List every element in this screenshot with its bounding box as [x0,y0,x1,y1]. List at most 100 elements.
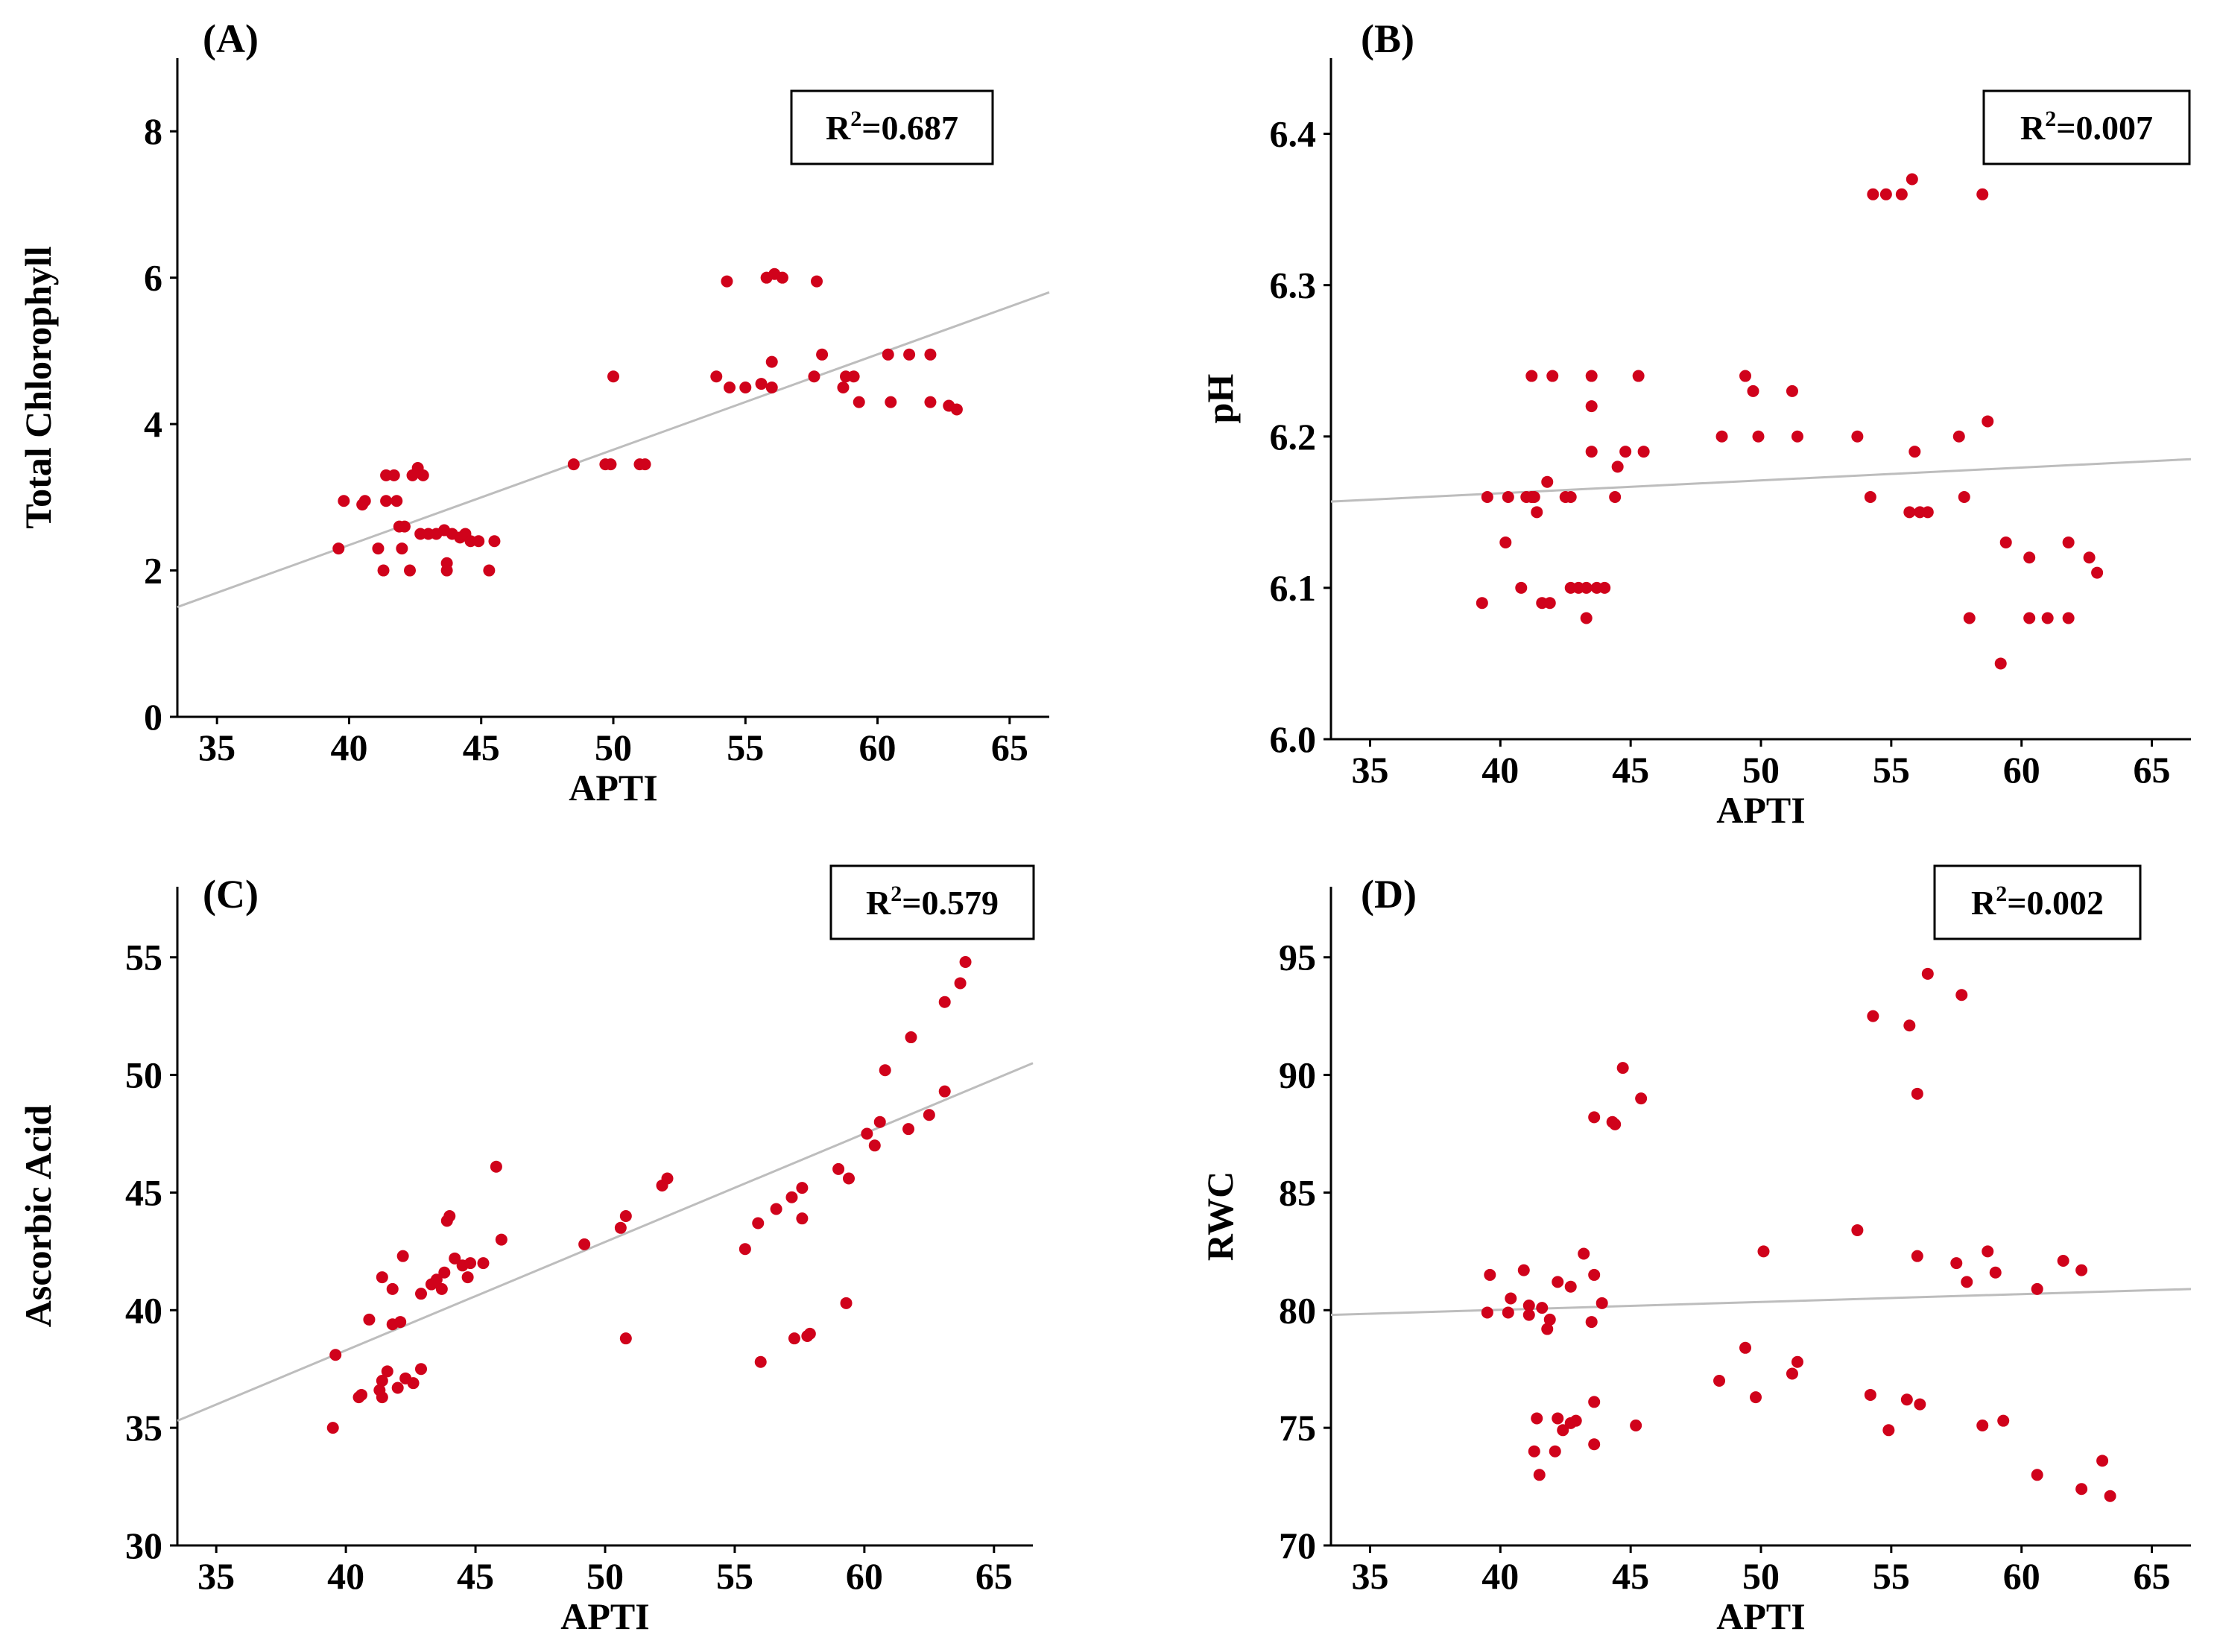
r2-box [829,864,1035,940]
data-point [396,542,408,555]
data-point [404,564,416,577]
data-point [1982,1245,1994,1258]
data-point [1533,1469,1546,1481]
y-tick-label: 75 [1279,1407,1316,1449]
data-point [724,382,736,393]
data-point [415,1288,428,1300]
y-tick-label: 70 [1279,1525,1316,1566]
x-tick-label: 35 [1351,1555,1388,1597]
data-point [1921,506,1934,519]
data-point [443,1210,456,1222]
data-point [1588,1111,1601,1124]
data-point [1752,430,1765,443]
panel-label: (C) [203,872,259,917]
data-point [1609,491,1622,504]
data-point [440,564,453,577]
data-point [376,1271,388,1284]
r2-symbol: R [866,884,891,922]
x-tick-label: 55 [727,727,764,768]
data-point [1611,461,1624,473]
data-point [1950,1257,1963,1270]
data-point [380,495,393,507]
data-point [808,370,820,383]
x-tick-label: 60 [2003,749,2040,791]
data-point [843,1172,856,1185]
x-tick-label: 55 [1873,1555,1910,1597]
y-tick-label: 4 [144,403,162,445]
data-point [1879,188,1892,200]
y-axis-title: Ascorbic Acid [17,1105,59,1328]
data-point [882,348,894,361]
data-point [710,370,723,383]
y-tick-label: 45 [125,1171,162,1213]
data-point [2075,1483,2088,1496]
data-point [803,1327,816,1340]
data-point [1900,1393,1913,1406]
x-tick-label: 55 [716,1555,753,1597]
data-point [938,996,951,1008]
y-tick-label: 6.3 [1270,265,1317,306]
data-point [396,1250,409,1262]
data-point [1552,1276,1564,1288]
data-point [755,378,768,390]
data-point [1997,1414,2010,1427]
data-point [377,564,390,577]
data-point [376,1391,388,1404]
x-tick-label: 40 [327,1555,364,1597]
data-point [1955,989,1968,1001]
r2-label: R2=0.687 [826,107,958,147]
data-point [721,275,733,288]
data-point [2096,1455,2109,1467]
data-point [1522,1299,1535,1311]
data-point [1578,1247,1590,1260]
panel-label: (A) [203,16,259,61]
x-axis-title: APTI [1716,789,1805,831]
data-point [1536,1302,1549,1314]
data-point [796,1212,809,1225]
data-point [1914,1398,1926,1411]
data-point [861,1127,873,1140]
r2-superscript: 2 [1996,882,2007,906]
data-point [1739,370,1752,382]
r2-label: R2=0.002 [1971,882,2104,922]
x-tick-label: 35 [197,1555,235,1597]
data-point [1481,1306,1493,1319]
data-point [1715,430,1728,443]
data-point [765,355,778,368]
data-point [1961,1276,1973,1288]
x-tick-label: 60 [2003,1555,2040,1597]
data-point [1580,612,1593,624]
data-point [604,458,617,471]
data-point [1585,446,1598,458]
data-point [1994,657,2007,670]
data-point [796,1182,809,1194]
data-point [1609,1118,1622,1130]
data-point [1588,1438,1601,1451]
r2-value: =0.002 [2007,884,2104,922]
x-axis-title: APTI [569,767,657,808]
data-point [1851,430,1864,443]
data-point [938,1085,951,1098]
data-point [1867,1010,1879,1022]
x-tick-label: 45 [1612,1555,1649,1597]
x-tick-label: 60 [859,727,896,768]
y-tick-label: 6 [144,257,162,299]
data-point [788,1332,800,1345]
x-tick-label: 50 [1742,749,1780,791]
data-point [752,1217,765,1229]
r2-symbol: R [1971,884,1996,922]
x-tick-label: 65 [2134,1555,2171,1597]
data-point [905,1031,917,1044]
data-point [2023,612,2036,624]
data-point [885,396,897,408]
data-point [902,1123,915,1136]
x-tick-label: 55 [1873,749,1910,791]
data-point [1713,1375,1726,1387]
data-point [840,1297,853,1309]
data-point [1982,415,1994,428]
data-point [1989,1266,2002,1279]
y-tick-label: 0 [144,696,162,738]
data-point [1543,1313,1556,1326]
data-point [1569,1414,1582,1427]
data-point [1952,430,1965,443]
